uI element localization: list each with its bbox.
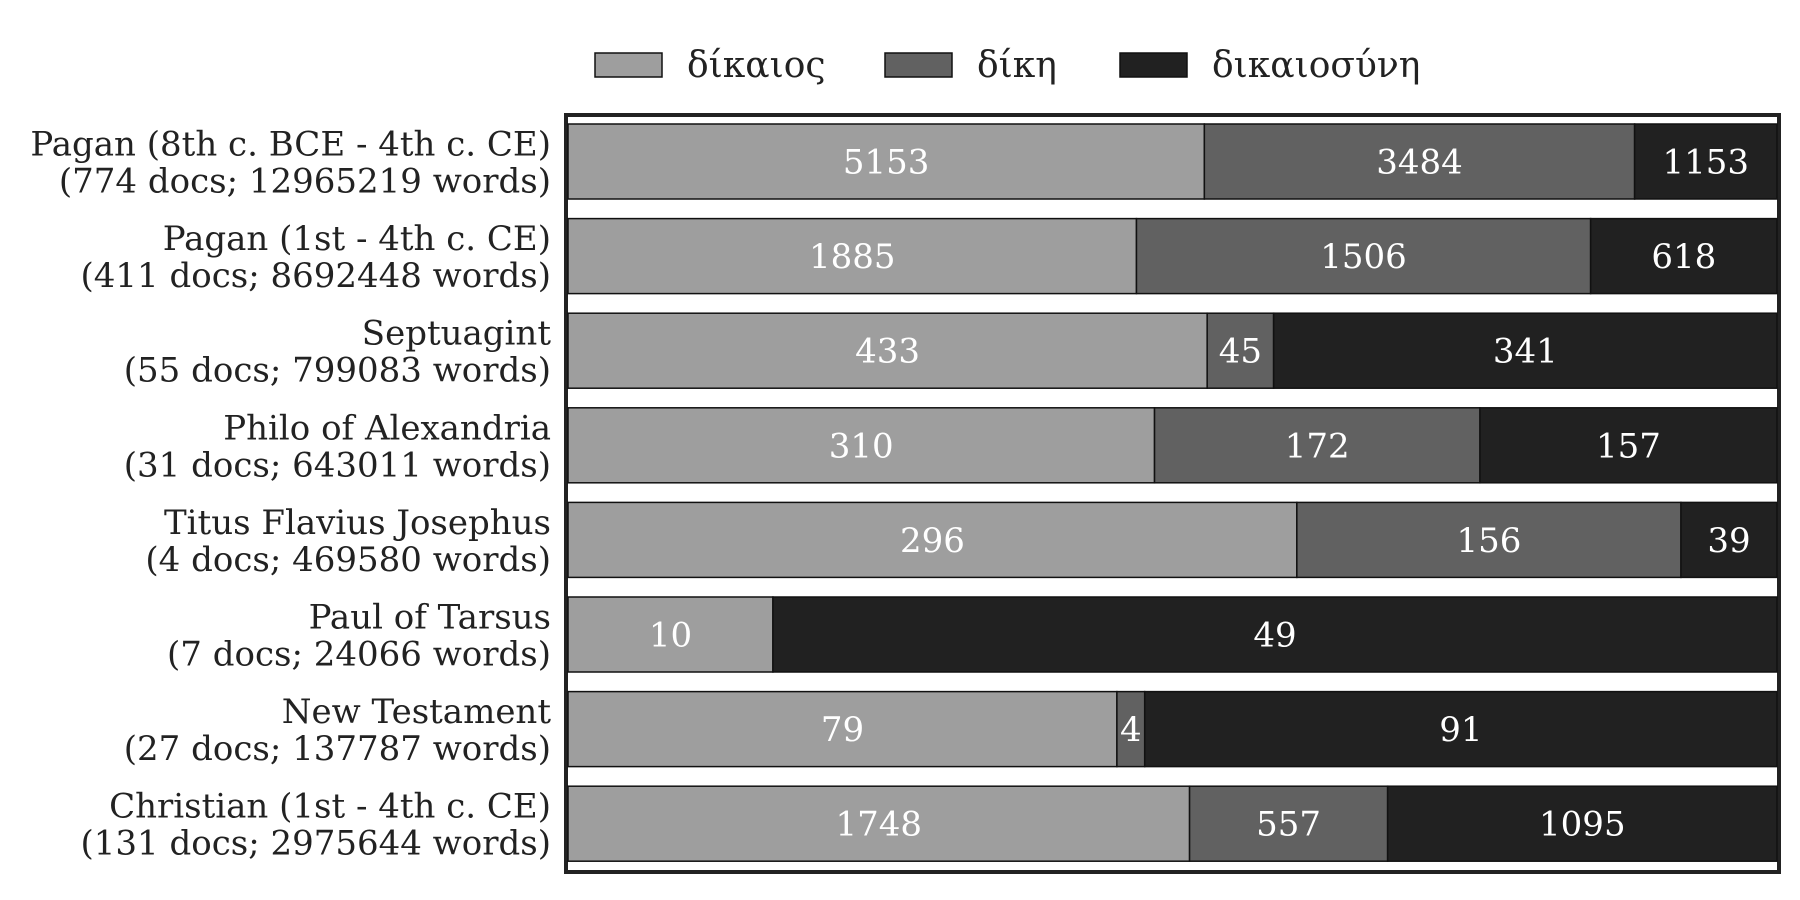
y-tick-label: (411 docs; 8692448 words) [81,256,552,296]
data-label: 1885 [809,237,896,277]
bar-segment [567,501,1298,579]
bar-segment [1296,501,1682,579]
data-label: 172 [1285,426,1350,466]
legend-label: δίκη [977,45,1057,86]
bar-segment [567,123,1206,200]
data-label: 49 [1253,616,1296,656]
data-label: 3484 [1376,143,1463,183]
y-tick-label: (27 docs; 137787 words) [124,729,551,769]
bar-segment [567,312,1208,389]
bar-segment [1188,785,1389,862]
data-label: 91 [1439,710,1482,750]
y-axis-labels: Pagan (8th c. BCE - 4th c. CE)(774 docs;… [30,125,551,864]
bar-segment [1479,407,1778,484]
bar-segment [567,596,774,673]
data-label: 341 [1493,332,1558,372]
data-label: 45 [1219,332,1262,372]
y-tick-label: Paul of Tarsus [309,598,551,638]
data-label: 1153 [1663,143,1750,183]
y-tick-label: (7 docs; 24066 words) [167,635,551,675]
y-tick-label: Pagan (8th c. BCE - 4th c. CE) [30,125,551,165]
y-tick-label: Titus Flavius Josephus [164,503,551,543]
data-label: 1748 [836,805,923,845]
legend-label: δικαιοσύνη [1212,45,1420,86]
bars: 5153 3484 1153 1885 1506 618 433 45 341 310 172 157… [567,123,1778,862]
data-label: 79 [821,710,864,750]
data-label: 433 [855,332,920,372]
plot-frame [564,113,1781,874]
y-tick-label: New Testament [282,692,552,732]
data-label: 4 [1120,710,1142,750]
bar-segment [1206,312,1275,389]
y-tick-label: (55 docs; 799083 words) [124,351,551,391]
data-label: 310 [829,426,894,466]
bar-segment [1153,407,1481,484]
data-label: 557 [1256,805,1321,845]
data-label: 1095 [1539,805,1626,845]
y-tick-label: Philo of Alexandria [223,408,551,448]
data-label: 39 [1707,521,1750,561]
data-label: 5153 [843,143,930,183]
y-tick-label: (774 docs; 12965219 words) [59,162,551,202]
bar-segment [772,596,1778,673]
y-tick-label: (31 docs; 643011 words) [124,445,551,485]
legend: δίκαιος δίκη δικαιοσύνη [594,45,1420,86]
data-label: 10 [649,616,692,656]
bar-segment [567,690,1118,768]
bar-segment [1680,501,1778,579]
y-tick-label: (131 docs; 2975644 words) [81,824,552,864]
legend-swatch [1119,52,1188,78]
bar-segment [1633,123,1778,200]
y-tick-label: Pagan (1st - 4th c. CE) [163,219,551,259]
bar-segment [1143,690,1778,768]
data-label: 156 [1456,521,1521,561]
bar-segment [1272,312,1778,389]
y-tick-label: Septuagint [362,314,552,354]
bar-segment [1135,217,1592,295]
bar-segment [1386,785,1778,862]
data-label: 296 [900,521,965,561]
bar-segment [567,217,1138,295]
bar-segment [567,785,1191,862]
bar-segment [567,407,1156,484]
bar-segment [1589,217,1778,295]
data-label: 618 [1651,237,1716,277]
data-label: 157 [1596,426,1661,466]
bar-segment [1203,123,1636,200]
legend-swatch [594,52,663,78]
data-label: 1506 [1320,237,1407,277]
bar-segment [1116,690,1146,768]
y-tick-label: Christian (1st - 4th c. CE) [109,787,551,827]
legend-label: δίκαιος [687,45,826,86]
legend-swatch [884,52,953,78]
y-tick-label: (4 docs; 469580 words) [145,540,551,580]
